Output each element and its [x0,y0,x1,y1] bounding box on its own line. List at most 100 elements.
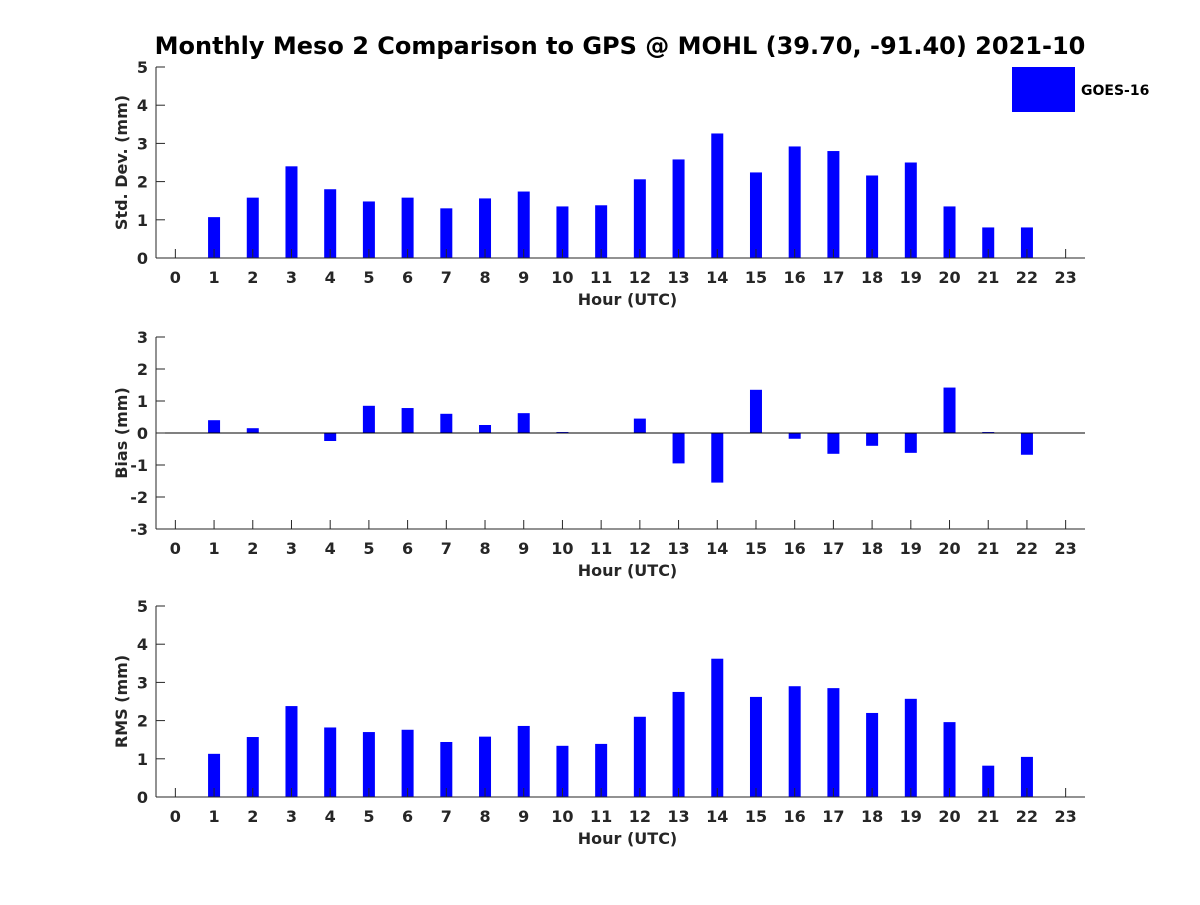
bias-bar-4 [324,433,337,441]
std-dev-xtick-label: 4 [325,268,336,287]
rms-xlabel: Hour (UTC) [578,829,678,848]
bias-bar-2 [246,428,259,433]
std-dev-bar-11 [595,205,608,258]
bias-ytick-label: 1 [137,392,148,411]
bias-bar-7 [440,413,453,433]
rms-xtick-label: 13 [667,807,689,826]
rms-bar-6 [401,729,414,797]
std-dev-ytick-label: 1 [137,211,148,230]
bias-bar-12 [633,418,646,433]
rms-xtick-label: 7 [441,807,452,826]
rms-bar-16 [788,686,801,797]
bias-ytick-label: 2 [137,360,148,379]
std-dev-xtick-label: 14 [706,268,728,287]
chart-title: Monthly Meso 2 Comparison to GPS @ MOHL … [155,32,1086,60]
bias-ytick-label: 3 [137,328,148,347]
std-dev-ytick-label: 5 [137,58,148,77]
std-dev-bar-1 [208,217,221,258]
bias-bar-15 [749,389,762,433]
std-dev-xtick-label: 19 [900,268,922,287]
bias-xtick-label: 7 [441,539,452,558]
std-dev-bar-17 [827,151,840,258]
rms-bar-2 [246,737,259,797]
std-dev-bar-21 [982,227,995,258]
rms-ytick-label: 0 [137,788,148,807]
std-dev-bar-18 [866,175,879,258]
std-dev-bar-20 [943,206,956,258]
rms-xtick-label: 22 [1016,807,1038,826]
rms-ylabel: RMS (mm) [112,655,131,748]
bias-ylabel: Bias (mm) [112,387,131,479]
rms-bar-12 [633,716,646,797]
bias-xtick-label: 0 [170,539,181,558]
rms-ytick-label: 3 [137,673,148,692]
std-dev-xtick-label: 7 [441,268,452,287]
bias-xlabel: Hour (UTC) [578,561,678,580]
std-dev-ytick-label: 3 [137,134,148,153]
std-dev-bar-5 [362,201,375,258]
bias-xtick-label: 10 [551,539,573,558]
std-dev-bar-19 [904,162,917,258]
bias-xtick-label: 3 [286,539,297,558]
rms-xtick-label: 6 [402,807,413,826]
bias-xtick-label: 2 [247,539,258,558]
std-dev-bar-10 [556,206,569,258]
rms-ytick-label: 2 [137,712,148,731]
std-dev-bar-3 [285,166,298,258]
bias-xtick-label: 23 [1055,539,1077,558]
std-dev-xtick-label: 22 [1016,268,1038,287]
std-dev-bar-13 [672,159,685,258]
rms-bar-19 [904,698,917,797]
std-dev-bar-12 [633,179,646,258]
rms-bar-14 [711,658,724,797]
std-dev-xtick-label: 6 [402,268,413,287]
bias-xtick-label: 1 [208,539,219,558]
rms-xtick-label: 8 [479,807,490,826]
rms-bar-10 [556,745,569,797]
bias-xtick-label: 15 [745,539,767,558]
bias-xtick-label: 5 [363,539,374,558]
rms-bar-13 [672,691,685,797]
rms-xtick-label: 0 [170,807,181,826]
rms-xtick-label: 3 [286,807,297,826]
std-dev-xlabel: Hour (UTC) [578,290,678,309]
rms-bar-8 [479,736,492,797]
std-dev-xtick-label: 0 [170,268,181,287]
bias-ytick-label: -1 [130,456,148,475]
bias-xtick-label: 4 [325,539,336,558]
bias-bar-5 [362,405,375,433]
rms-xtick-label: 15 [745,807,767,826]
bias-ytick-label: -3 [130,520,148,539]
rms-bar-15 [749,696,762,797]
rms-bar-1 [208,753,221,797]
bias-xtick-label: 13 [667,539,689,558]
std-dev-bar-7 [440,208,453,258]
std-dev-bar-16 [788,146,801,258]
bias-ytick-label: 0 [137,424,148,443]
rms-xtick-label: 17 [822,807,844,826]
std-dev-xtick-label: 3 [286,268,297,287]
bias-bar-18 [866,433,879,446]
std-dev-bar-14 [711,133,724,258]
bias-ytick-label: -2 [130,488,148,507]
std-dev-xtick-label: 10 [551,268,573,287]
std-dev-bar-4 [324,189,337,258]
bias-bar-16 [788,433,801,439]
bias-xtick-label: 18 [861,539,883,558]
std-dev-xtick-label: 17 [822,268,844,287]
rms-bar-9 [517,725,530,797]
bias-bar-20 [943,387,956,433]
rms-ytick-label: 5 [137,597,148,616]
std-dev-ytick-label: 2 [137,173,148,192]
rms-ytick-label: 1 [137,750,148,769]
rms-xtick-label: 2 [247,807,258,826]
rms-xtick-label: 21 [977,807,999,826]
bias-xtick-label: 20 [938,539,960,558]
rms-bar-20 [943,722,956,797]
rms-xtick-label: 23 [1055,807,1077,826]
rms-xtick-label: 11 [590,807,612,826]
